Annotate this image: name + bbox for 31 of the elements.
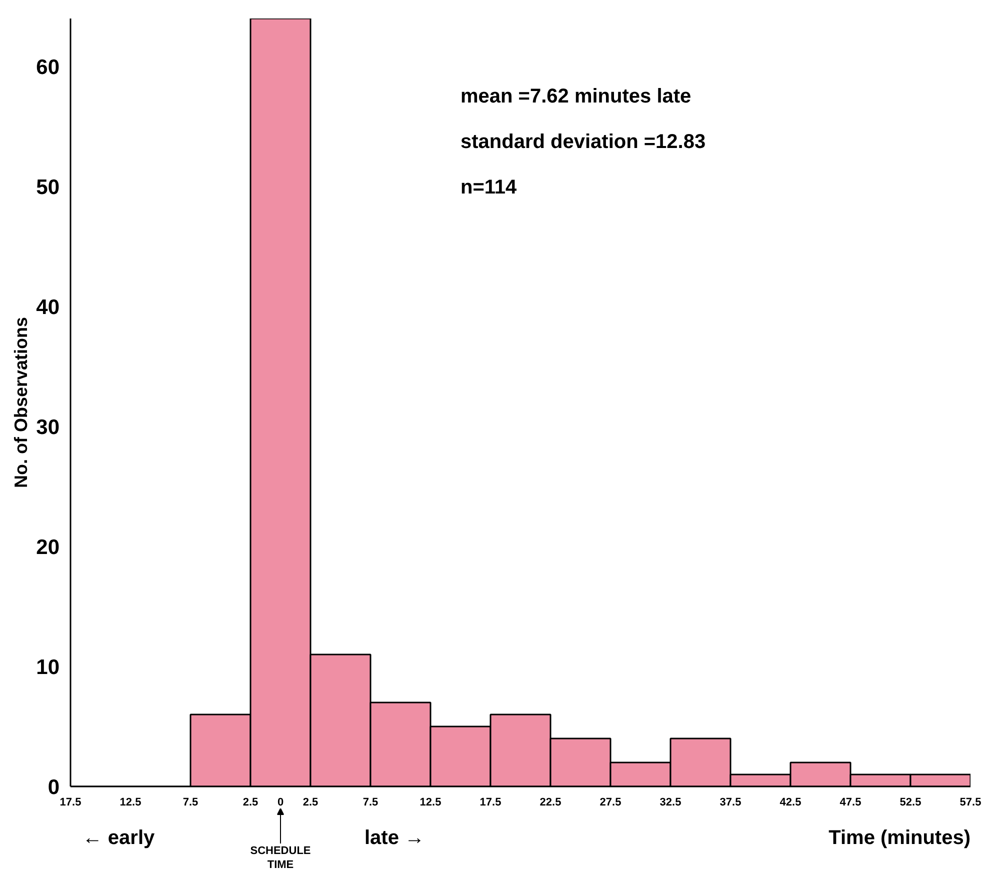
x-tick-label: 7.5 bbox=[362, 796, 378, 808]
x-tick-label: 2.5 bbox=[302, 796, 318, 808]
y-tick-label: 30 bbox=[36, 416, 60, 439]
x-tick-label: 52.5 bbox=[900, 796, 922, 808]
y-axis-title: No. of Observations bbox=[11, 316, 32, 488]
y-tick-label: 40 bbox=[36, 296, 60, 319]
x-tick-label: 17.5 bbox=[480, 796, 502, 808]
x-tick-label: 42.5 bbox=[780, 796, 802, 808]
y-tick-label: 60 bbox=[36, 56, 60, 79]
x-tick-label: 12.5 bbox=[420, 796, 442, 808]
y-tick-label: 20 bbox=[36, 536, 60, 559]
y-tick-label: 10 bbox=[36, 656, 60, 679]
text: late → bbox=[364, 827, 425, 850]
text: SCHEDULE TIME bbox=[250, 844, 311, 872]
x-axis-title: Time (minutes) bbox=[828, 827, 970, 850]
x-tick-label: 7.5 bbox=[182, 796, 198, 808]
y-tick-label: 50 bbox=[36, 176, 60, 199]
x-tick-label: 32.5 bbox=[660, 796, 682, 808]
x-tick-label: 22.5 bbox=[540, 796, 562, 808]
x-tick-label: 57.5 bbox=[960, 796, 982, 808]
x-tick-label: 12.5 bbox=[120, 796, 142, 808]
x-tick-label: 27.5 bbox=[600, 796, 622, 808]
x-tick-label: 17.5 bbox=[60, 796, 82, 808]
x-tick-label: 37.5 bbox=[720, 796, 742, 808]
annotation: standard deviation =12.83 bbox=[460, 131, 706, 154]
x-tick-label: 2.5 bbox=[242, 796, 258, 808]
text: ← early bbox=[82, 827, 156, 850]
x-tick-label: 0 bbox=[277, 796, 284, 808]
x-tick-label: 47.5 bbox=[840, 796, 862, 808]
annotation: mean =7.62 minutes late bbox=[460, 86, 692, 108]
annotation: n=114 bbox=[460, 176, 518, 199]
